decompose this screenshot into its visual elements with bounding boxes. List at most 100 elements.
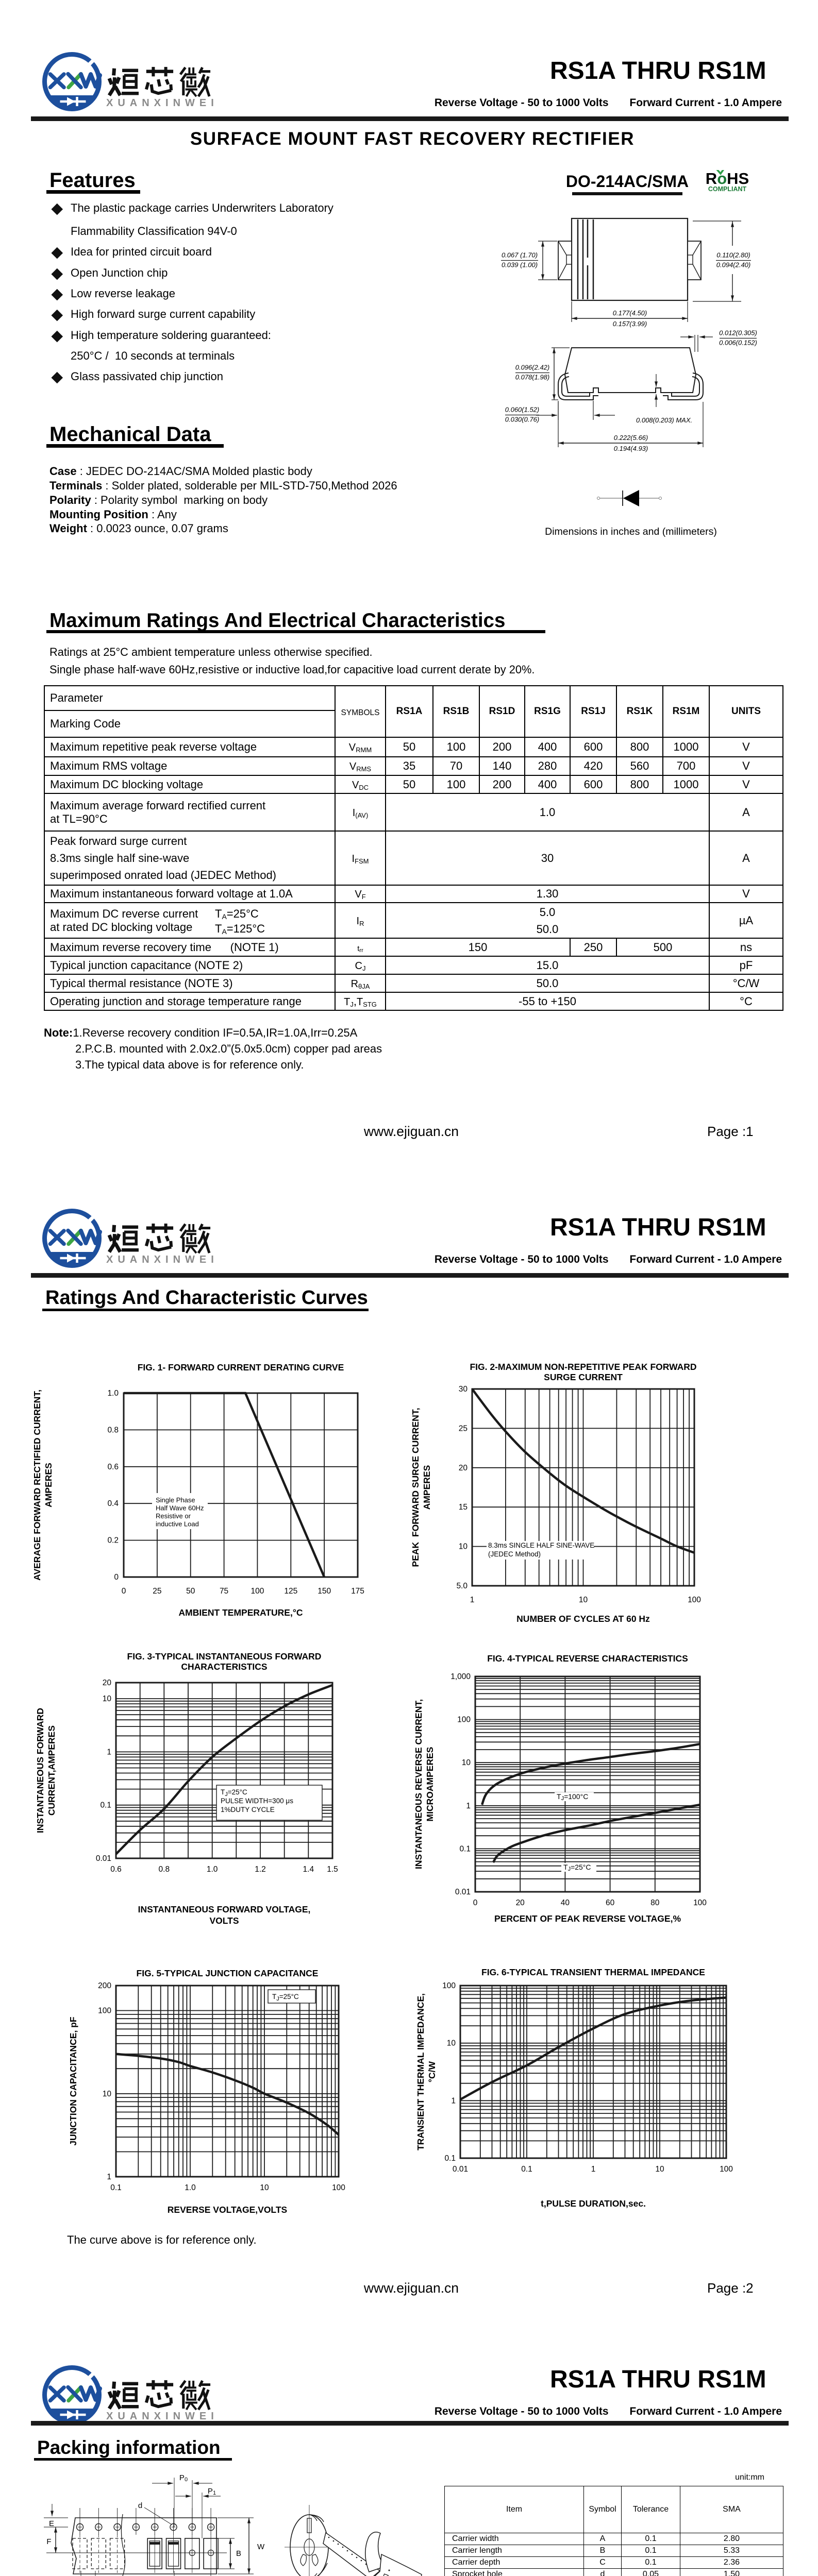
svg-text:15: 15: [459, 1503, 468, 1512]
svg-text:100: 100: [332, 2183, 345, 2192]
svg-text:1.0: 1.0: [107, 1389, 119, 1398]
svg-text:t,PULSE DURATION,sec.: t,PULSE DURATION,sec.: [541, 2198, 646, 2209]
svg-text:1.2: 1.2: [255, 1865, 266, 1874]
svg-text:0.8: 0.8: [159, 1865, 170, 1874]
svg-text:10: 10: [260, 2183, 269, 2192]
svg-text:1: 1: [591, 2165, 596, 2174]
svg-text:MICROAMPERES: MICROAMPERES: [425, 1747, 435, 1822]
svg-text:P0: P0: [179, 2473, 188, 2483]
svg-text:1.0: 1.0: [185, 2183, 196, 2192]
svg-text:0.6: 0.6: [110, 1865, 122, 1874]
svg-text:SURGE CURRENT: SURGE CURRENT: [544, 1372, 623, 1382]
svg-text:0.110(2.80): 0.110(2.80): [716, 251, 750, 259]
svg-text:0.067 (1.70): 0.067 (1.70): [502, 251, 538, 259]
svg-text:0.096(2.42): 0.096(2.42): [515, 363, 550, 371]
svg-text:0.094(2.40): 0.094(2.40): [716, 261, 751, 268]
svg-text:DO-214AC/SMA: DO-214AC/SMA: [566, 172, 689, 191]
svg-text:INSTANTANEOUS FORWARD: INSTANTANEOUS FORWARD: [35, 1708, 45, 1833]
svg-text:0.2: 0.2: [107, 1536, 119, 1545]
svg-text:NUMBER OF CYCLES AT 60 Hz: NUMBER OF CYCLES AT 60 Hz: [516, 1614, 650, 1624]
svg-text:1.5: 1.5: [327, 1865, 338, 1874]
svg-text:200: 200: [98, 1981, 111, 1990]
svg-text:1%DUTY CYCLE: 1%DUTY CYCLE: [221, 1806, 275, 1814]
svg-text:TJ=25°C: TJ=25°C: [563, 1863, 591, 1872]
svg-text:0.039 (1.00): 0.039 (1.00): [502, 261, 538, 268]
svg-text:AMPERES: AMPERES: [43, 1463, 54, 1507]
svg-text:F: F: [46, 2537, 51, 2546]
svg-text:0.222(5.66): 0.222(5.66): [614, 434, 648, 442]
svg-text:0.012(0.305): 0.012(0.305): [719, 329, 757, 336]
svg-text:10: 10: [103, 2090, 112, 2098]
svg-text:0.01: 0.01: [455, 1888, 471, 1896]
svg-text:25: 25: [459, 1424, 468, 1433]
svg-text:(JEDEC Method): (JEDEC Method): [488, 1550, 541, 1558]
svg-text:RoHS: RoHS: [706, 170, 749, 188]
svg-text:5.0: 5.0: [456, 1582, 468, 1590]
svg-text:10: 10: [579, 1596, 588, 1604]
svg-text:COMPLIANT: COMPLIANT: [708, 185, 747, 193]
svg-text:30: 30: [459, 1385, 468, 1394]
svg-text:PULSE WIDTH=300 μs: PULSE WIDTH=300 μs: [221, 1797, 293, 1805]
svg-text:20: 20: [459, 1464, 468, 1472]
svg-text:60: 60: [606, 1899, 615, 1907]
svg-text:0: 0: [473, 1899, 478, 1907]
svg-text:0.01: 0.01: [96, 1854, 111, 1863]
svg-text:0.030(0.76): 0.030(0.76): [505, 415, 540, 423]
svg-text:AMBIENT TEMPERATURE,°C: AMBIENT TEMPERATURE,°C: [179, 1607, 303, 1618]
svg-text:FIG. 1- FORWARD CURRENT DERATI: FIG. 1- FORWARD CURRENT DERATING CURVE: [138, 1362, 344, 1372]
svg-text:P1: P1: [208, 2487, 216, 2496]
svg-text:0.078(1.98): 0.078(1.98): [515, 373, 550, 381]
svg-text:TJ=25°C: TJ=25°C: [221, 1788, 247, 1798]
svg-text:80: 80: [650, 1899, 660, 1907]
svg-text:Dimensions in inches and (mill: Dimensions in inches and (millimeters): [545, 526, 717, 537]
svg-text:0.1: 0.1: [459, 1844, 471, 1853]
svg-text:20: 20: [103, 1679, 112, 1687]
svg-text:REVERSE VOLTAGE,VOLTS: REVERSE VOLTAGE,VOLTS: [168, 2205, 287, 2215]
svg-text:10: 10: [447, 2039, 456, 2048]
svg-text:100: 100: [457, 1716, 471, 1724]
svg-text:FIG. 6-TYPICAL TRANSIENT THERM: FIG. 6-TYPICAL TRANSIENT THERMAL IMPEDAN…: [481, 1967, 705, 1977]
svg-text:d: d: [138, 2501, 142, 2510]
svg-text:10: 10: [103, 1694, 112, 1703]
svg-text:0.008(0.203) MAX.: 0.008(0.203) MAX.: [636, 416, 692, 424]
svg-text:Half Wave 60Hz: Half Wave 60Hz: [156, 1504, 204, 1512]
svg-text:CURRENT,AMPERES: CURRENT,AMPERES: [46, 1725, 57, 1816]
svg-text:20: 20: [516, 1899, 525, 1907]
svg-text:0.1: 0.1: [100, 1801, 111, 1810]
svg-text:INSTANTANEOUS FORWARD VOLTAGE,: INSTANTANEOUS FORWARD VOLTAGE,: [138, 1904, 311, 1914]
svg-text:PEAK FORWARD SURGE CURRENT,: PEAK FORWARD SURGE CURRENT,: [410, 1408, 421, 1567]
svg-text:175: 175: [351, 1587, 364, 1596]
svg-text:0.060(1.52): 0.060(1.52): [505, 405, 540, 413]
svg-text:FIG. 2-MAXIMUM NON-REPETITIVE: FIG. 2-MAXIMUM NON-REPETITIVE PEAK FORWA…: [470, 1362, 696, 1372]
svg-text:1: 1: [107, 1748, 111, 1756]
svg-text:0: 0: [122, 1587, 126, 1596]
svg-text:1,000: 1,000: [450, 1672, 471, 1681]
svg-text:1: 1: [107, 2173, 111, 2181]
svg-text:AMPERES: AMPERES: [422, 1465, 432, 1510]
svg-text:0.4: 0.4: [107, 1499, 119, 1508]
svg-text:10: 10: [459, 1543, 468, 1551]
svg-text:E: E: [49, 2519, 54, 2528]
svg-text:40: 40: [561, 1899, 570, 1907]
svg-text:VOLTS: VOLTS: [209, 1916, 239, 1926]
svg-text:0.1: 0.1: [110, 2183, 122, 2192]
svg-text:100: 100: [98, 2007, 111, 2015]
svg-text:1.4: 1.4: [303, 1865, 314, 1874]
svg-text:125: 125: [284, 1587, 297, 1596]
svg-text:0.01: 0.01: [453, 2165, 468, 2174]
svg-text:°C/W: °C/W: [427, 2061, 437, 2082]
svg-text:W: W: [257, 2543, 265, 2551]
svg-text:FIG. 3-TYPICAL INSTANTANEOUS F: FIG. 3-TYPICAL INSTANTANEOUS FORWARD: [127, 1651, 322, 1662]
svg-text:0.8: 0.8: [107, 1426, 119, 1434]
svg-text:50: 50: [186, 1587, 195, 1596]
svg-text:1.0: 1.0: [207, 1865, 218, 1874]
svg-text:150: 150: [318, 1587, 331, 1596]
svg-text:FIG. 4-TYPICAL REVERSE CHARACT: FIG. 4-TYPICAL REVERSE CHARACTERISTICS: [487, 1653, 688, 1664]
svg-text:0.6: 0.6: [107, 1463, 119, 1471]
svg-text:0.006(0.152): 0.006(0.152): [719, 338, 757, 346]
svg-text:Single Phase: Single Phase: [156, 1496, 195, 1504]
svg-text:0.1: 0.1: [444, 2154, 456, 2163]
svg-text:FIG. 5-TYPICAL JUNCTION CAPACI: FIG. 5-TYPICAL JUNCTION CAPACITANCE: [137, 1968, 319, 1978]
svg-text:0: 0: [114, 1573, 119, 1582]
svg-text:JUNCTION CAPACITANCE, pF: JUNCTION CAPACITANCE, pF: [68, 2016, 78, 2145]
